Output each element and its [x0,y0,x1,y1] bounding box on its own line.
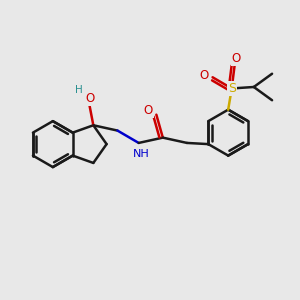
Text: O: O [143,104,153,117]
Text: O: O [200,69,209,82]
Text: NH: NH [133,149,150,159]
Text: O: O [86,92,95,105]
Text: O: O [232,52,241,65]
Text: H: H [75,85,83,95]
Text: S: S [228,82,236,95]
